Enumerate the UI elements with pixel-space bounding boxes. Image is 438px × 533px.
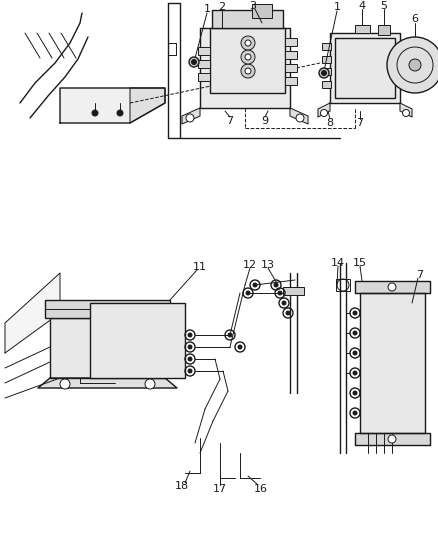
Circle shape [241, 36, 255, 50]
Circle shape [321, 70, 326, 76]
Circle shape [321, 109, 328, 117]
Text: 3: 3 [250, 1, 257, 11]
Text: 6: 6 [411, 14, 418, 24]
Circle shape [238, 345, 242, 349]
Circle shape [60, 379, 70, 389]
Text: 12: 12 [243, 260, 257, 270]
Circle shape [353, 391, 357, 395]
Bar [198, 60, 210, 68]
Text: 13: 13 [261, 260, 275, 270]
Circle shape [246, 291, 250, 295]
Polygon shape [355, 433, 430, 445]
Circle shape [253, 283, 257, 287]
Circle shape [282, 301, 286, 305]
Bar [198, 73, 210, 81]
Text: 5: 5 [381, 1, 388, 11]
Bar [336, 279, 350, 291]
Circle shape [145, 379, 155, 389]
Circle shape [245, 40, 251, 46]
Bar [322, 56, 331, 63]
Circle shape [353, 371, 357, 375]
Circle shape [188, 345, 192, 349]
Circle shape [188, 369, 192, 373]
Circle shape [245, 68, 251, 74]
Circle shape [278, 291, 282, 295]
Polygon shape [60, 88, 165, 123]
Bar [322, 68, 331, 75]
Polygon shape [290, 108, 308, 124]
Circle shape [387, 37, 438, 93]
Circle shape [353, 311, 357, 315]
Bar [322, 81, 331, 88]
Circle shape [353, 411, 357, 415]
Circle shape [241, 50, 255, 64]
Circle shape [92, 110, 98, 116]
Text: 17: 17 [213, 484, 227, 494]
Text: 8: 8 [326, 118, 334, 128]
Text: 9: 9 [261, 116, 268, 126]
Circle shape [188, 333, 192, 337]
Bar [360, 293, 425, 433]
Polygon shape [130, 88, 165, 123]
Polygon shape [5, 273, 60, 353]
Circle shape [188, 357, 192, 361]
Text: 7: 7 [417, 270, 424, 280]
Circle shape [388, 283, 396, 291]
Text: 4: 4 [358, 1, 366, 11]
Text: 16: 16 [254, 484, 268, 494]
Text: 7: 7 [226, 116, 233, 126]
Text: 15: 15 [353, 258, 367, 268]
Circle shape [296, 114, 304, 122]
Polygon shape [330, 33, 400, 103]
Circle shape [191, 60, 197, 64]
Bar [285, 38, 297, 46]
Circle shape [241, 64, 255, 78]
Circle shape [353, 351, 357, 355]
Circle shape [403, 109, 410, 117]
Bar [210, 28, 285, 93]
Bar [90, 303, 185, 378]
Bar [285, 77, 297, 85]
Bar [335, 38, 395, 98]
Circle shape [186, 114, 194, 122]
Bar [285, 51, 297, 59]
Bar [322, 43, 331, 50]
Bar [212, 10, 283, 28]
Bar [355, 25, 370, 33]
Text: 11: 11 [193, 262, 207, 272]
Bar [252, 4, 272, 18]
Text: 1: 1 [333, 2, 340, 12]
Text: 2: 2 [219, 2, 226, 12]
Text: 1: 1 [204, 4, 211, 14]
Circle shape [189, 57, 199, 67]
Circle shape [228, 333, 232, 337]
Bar [45, 300, 170, 318]
Text: 14: 14 [331, 258, 345, 268]
Polygon shape [400, 103, 412, 117]
Circle shape [274, 283, 278, 287]
Bar [198, 47, 210, 55]
Circle shape [245, 54, 251, 60]
Bar [378, 25, 390, 35]
Bar [285, 64, 297, 72]
Circle shape [319, 68, 329, 78]
Circle shape [353, 331, 357, 335]
Polygon shape [355, 281, 430, 293]
Circle shape [388, 435, 396, 443]
Text: 18: 18 [175, 481, 189, 491]
Circle shape [409, 59, 421, 71]
Polygon shape [182, 108, 200, 124]
Polygon shape [200, 28, 290, 108]
Bar [283, 287, 304, 295]
Circle shape [286, 311, 290, 315]
Polygon shape [38, 378, 177, 388]
Bar [50, 318, 165, 378]
Text: 7: 7 [357, 118, 364, 128]
Polygon shape [318, 103, 330, 117]
Circle shape [117, 110, 123, 116]
